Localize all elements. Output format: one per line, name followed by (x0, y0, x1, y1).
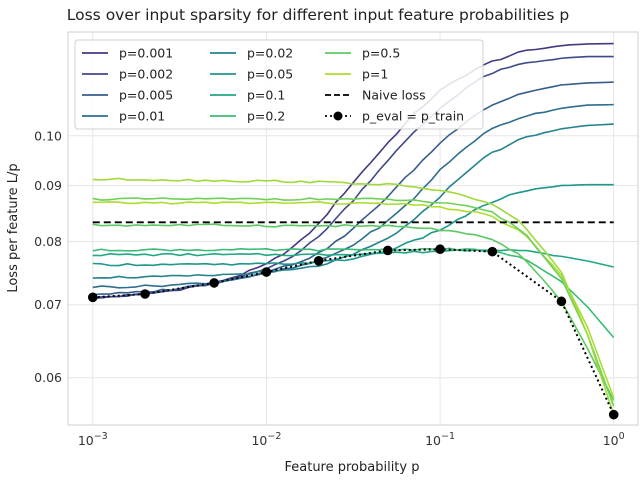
diagonal-point (87, 292, 98, 303)
legend-item: p=0.02 (210, 46, 293, 61)
diagonal-point (608, 409, 619, 420)
x-tick-label: 10−3 (78, 431, 108, 448)
series-line-p-0-5-upper- (92, 197, 615, 407)
diagonal-line (92, 248, 615, 416)
diagonal-point (556, 296, 567, 307)
legend-label: p=0.5 (362, 46, 400, 61)
legend-label: p_eval = p_train (362, 109, 464, 124)
legend-label: p=0.05 (247, 67, 293, 82)
series-line-p-0-05 (92, 183, 614, 267)
legend-item: p=0.002 (82, 67, 173, 82)
legend-label: p=0.002 (119, 67, 173, 82)
series-line-p-0-5 (92, 223, 615, 401)
x-tick-label: 10−1 (425, 431, 455, 448)
legend-item: Naive loss (325, 88, 426, 103)
series-line-p-1-upper- (92, 177, 615, 415)
legend-label: p=0.005 (119, 88, 173, 103)
series-line-p-0-005 (92, 81, 614, 296)
legend-item: p=0.001 (82, 46, 173, 61)
y-tick-label: 0.10 (34, 128, 62, 143)
plot-frame (67, 31, 639, 426)
legend-marker (333, 111, 343, 121)
y-tick-label: 0.07 (34, 297, 62, 312)
legend-label: Naive loss (362, 88, 426, 103)
series-lines (92, 42, 615, 415)
legend-item: p=1 (325, 67, 388, 82)
legend-label: p=0.001 (119, 46, 173, 61)
diagonal-point (435, 244, 445, 255)
diagonal-point (209, 278, 219, 288)
x-tick-label: 10−2 (251, 431, 281, 448)
series-line-p-0-1 (92, 248, 614, 268)
diagonal-point (140, 289, 150, 299)
diagonal-point (313, 256, 324, 266)
legend-item: p=0.005 (82, 88, 173, 103)
legend-label: p=0.1 (247, 88, 285, 103)
x-tick-label: 100 (603, 431, 625, 448)
legend-label: p=0.02 (247, 46, 293, 61)
legend-label: p=0.01 (119, 109, 165, 124)
legend: p=0.001 p=0.002 p=0.005 p=0.01 p=0.02 p=0.05 p… (74, 39, 484, 130)
y-tick-label: 0.06 (34, 370, 62, 385)
series-line-p-0-002 (92, 55, 614, 300)
legend-item: p=0.2 (210, 109, 285, 124)
series-line-p-0-01 (92, 103, 614, 289)
legend-item: p_eval = p_train (325, 109, 464, 124)
legend-item: p=0.01 (82, 109, 165, 124)
y-tick-label: 0.09 (34, 178, 62, 193)
diagonal-point (487, 246, 498, 257)
reference-lines (87, 221, 619, 420)
chart-title: Loss over input sparsity for different i… (67, 6, 569, 24)
y-tick-label: 0.08 (34, 234, 62, 249)
legend-item: p=0.5 (325, 46, 400, 61)
series-line-p-1 (92, 200, 615, 399)
legend-item: p=0.05 (210, 67, 293, 82)
axis-ticks: 10−3 10−2 10−1 100 0.06 0.07 0.08 0.09 0.10 (34, 128, 625, 448)
y-axis-label: Loss per feature L/p (6, 163, 21, 292)
diagonal-point (382, 245, 393, 256)
series-line-p-0-2 (92, 247, 615, 339)
x-axis-label: Feature probability p (284, 460, 419, 475)
legend-label: p=1 (362, 67, 388, 82)
diagonal-point (261, 267, 272, 277)
legend-box (74, 39, 484, 130)
legend-label: p=0.2 (247, 109, 285, 124)
legend-item: p=0.1 (210, 88, 285, 103)
